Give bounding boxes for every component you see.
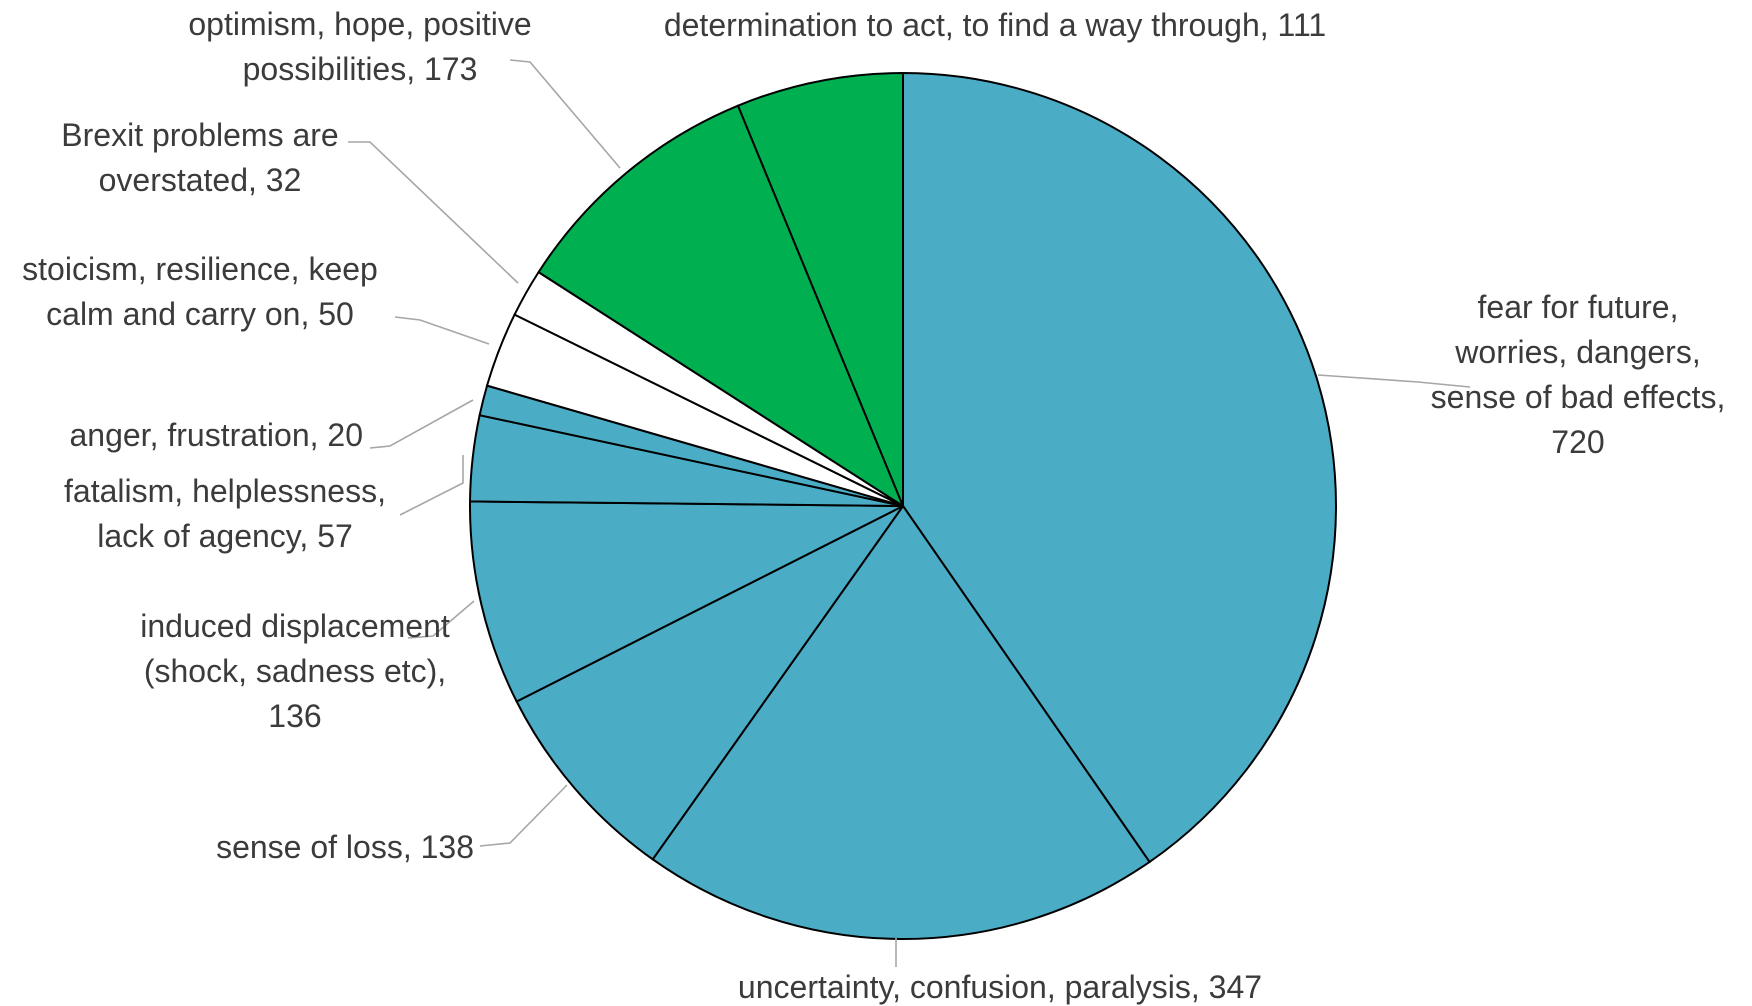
pie-slice-1 (902, 71, 1337, 864)
data-label-line: possibilities, 173 (243, 51, 478, 87)
pie-slice-3 (515, 505, 904, 861)
pie-slice-10 (736, 71, 904, 507)
data-label-3: sense of loss, 138 (216, 829, 474, 865)
pie-slice-4 (469, 500, 904, 703)
data-label-line: anger, frustration, 20 (69, 417, 363, 453)
pie-slice-2 (651, 504, 1151, 940)
data-label-line: sense of loss, 138 (216, 829, 474, 865)
data-label-4: induced displacement (shock, sadness etc)… (140, 608, 450, 734)
data-label-8: Brexit problems are overstated, 32 (61, 117, 338, 198)
leader-line-5 (399, 455, 464, 516)
pie-slice-9 (537, 104, 906, 509)
leader-line-6 (369, 399, 474, 449)
data-labels: fear for future, worries, dangers, sense o… (22, 6, 1725, 1005)
data-label-line: sense of bad effects, (1431, 379, 1726, 415)
data-label-line: fear for future, (1478, 289, 1679, 325)
data-label-5: fatalism, helplessness, lack of agency, 5… (64, 473, 386, 554)
data-label-line: Brexit problems are (61, 117, 338, 153)
leader-line-9 (509, 59, 621, 169)
data-label-line: 136 (268, 698, 321, 734)
data-label-line: uncertainty, confusion, paralysis, 347 (738, 969, 1262, 1005)
data-label-6: anger, frustration, 20 (69, 417, 363, 453)
data-label-2: uncertainty, confusion, paralysis, 347 (738, 969, 1262, 1005)
data-label-line: calm and carry on, 50 (46, 296, 354, 332)
leader-lines (348, 59, 1471, 967)
data-label-line: fatalism, helplessness, (64, 473, 386, 509)
data-label-line: determination to act, to find a way thro… (664, 7, 1326, 43)
data-label-line: 720 (1551, 424, 1604, 460)
data-label-9: optimism, hope, positive possibilities, 1… (188, 6, 531, 87)
data-label-line: (shock, sadness etc), (144, 653, 446, 689)
leader-line-7 (394, 316, 490, 345)
leader-line-4 (407, 600, 475, 639)
data-label-1: fear for future, worries, dangers, sense o… (1431, 289, 1726, 460)
data-label-line: overstated, 32 (99, 162, 302, 198)
data-label-line: stoicism, resilience, keep (22, 251, 378, 287)
leader-line-1 (1317, 374, 1471, 388)
pie-slices (469, 71, 1337, 940)
data-label-line: lack of agency, 57 (97, 518, 353, 554)
data-label-line: induced displacement (140, 608, 450, 644)
data-label-10: determination to act, to find a way thro… (664, 7, 1326, 43)
leader-line-8 (348, 141, 519, 284)
data-label-line: worries, dangers, (1454, 334, 1700, 370)
leader-line-3 (479, 784, 568, 847)
data-label-7: stoicism, resilience, keep calm and carry… (22, 251, 378, 332)
data-label-line: optimism, hope, positive (188, 6, 531, 42)
